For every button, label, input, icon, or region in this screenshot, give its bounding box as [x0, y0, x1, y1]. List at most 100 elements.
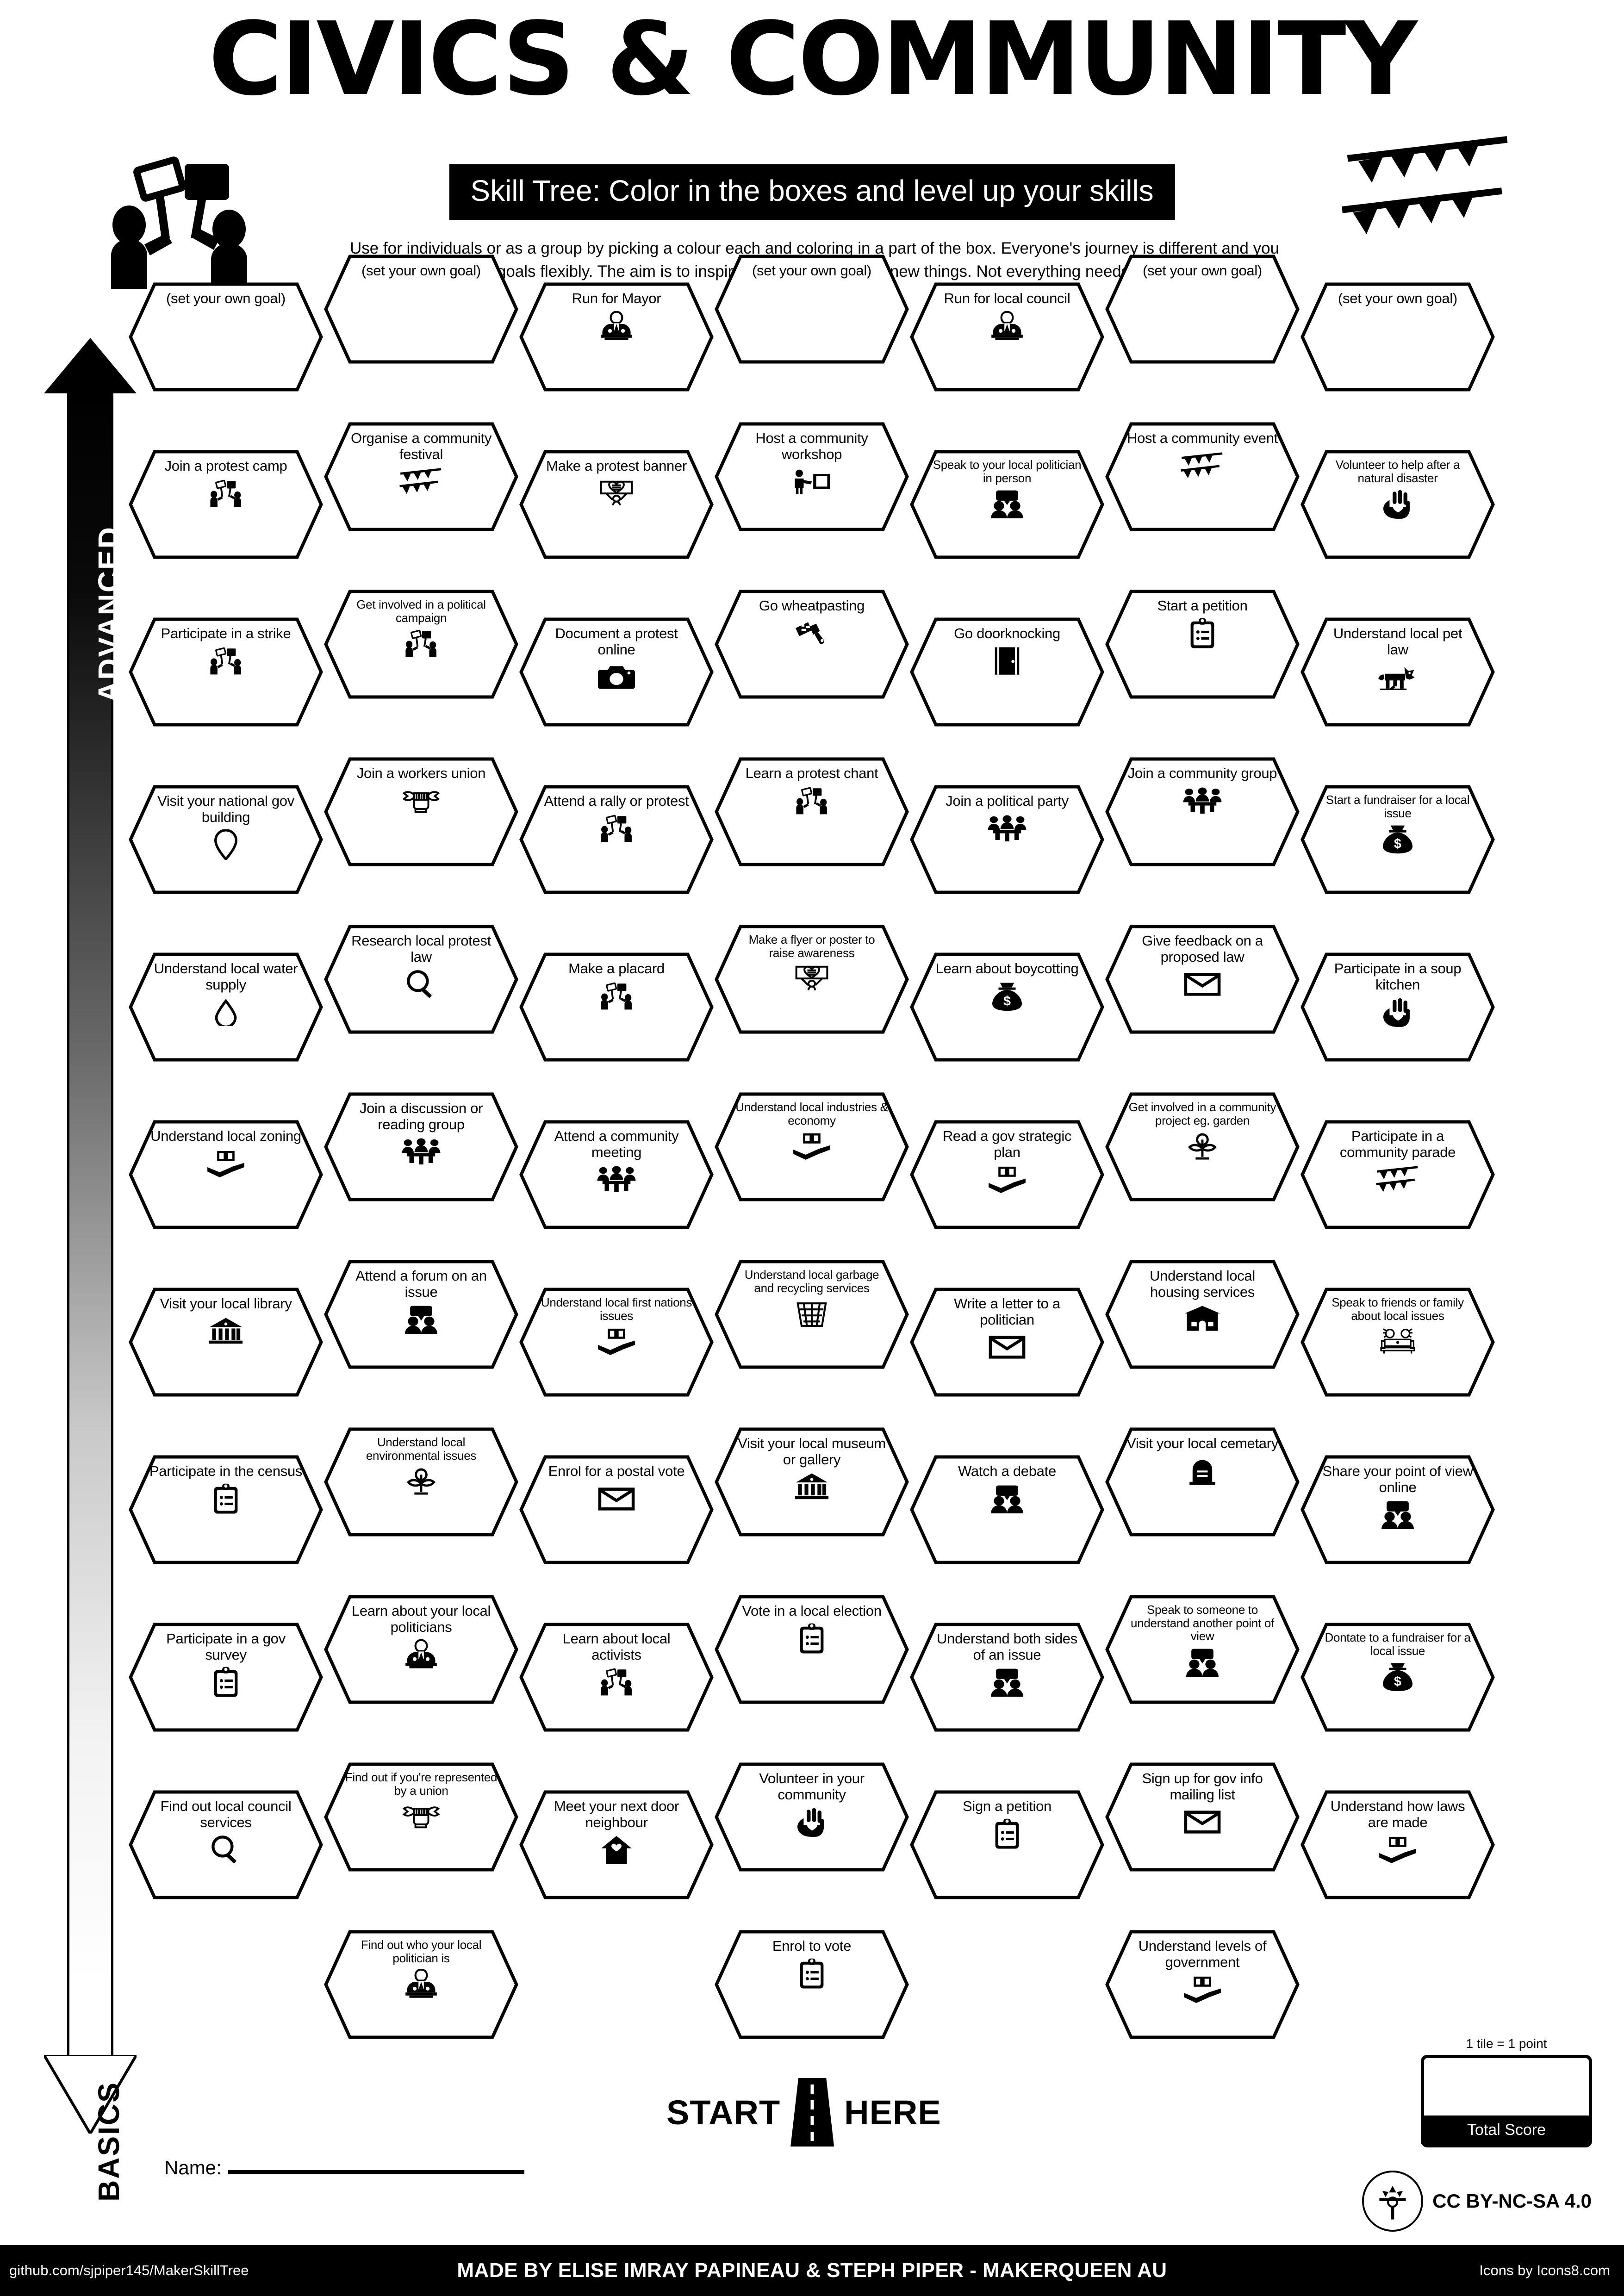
skill-tile[interactable]: Visit your local museum or gallery [715, 1427, 909, 1537]
skill-tile[interactable]: Understand levels of government [1105, 1930, 1300, 2039]
skill-tile[interactable]: Participate in a strike [129, 617, 323, 727]
skill-tile[interactable]: Write a letter to a politician [910, 1288, 1104, 1397]
door-icon [992, 645, 1022, 678]
skill-tile-label: Find out local council services [160, 1798, 292, 1830]
skill-tile[interactable]: Understand local water supply [129, 952, 323, 1062]
skill-tile[interactable]: Attend a forum on an issue [324, 1260, 518, 1369]
skill-tile[interactable]: Understand how laws are made [1300, 1790, 1495, 1899]
skill-tile[interactable]: (set your own goal) [324, 255, 518, 364]
skill-tile[interactable]: Participate in a soup kitchen [1300, 952, 1495, 1062]
skill-tile-label: Learn a protest chant [745, 765, 878, 781]
skill-tile[interactable]: Understand local pet law [1300, 617, 1495, 727]
skill-tile[interactable]: Go wheatpasting [715, 590, 909, 699]
skill-tile[interactable]: (set your own goal) [1105, 255, 1300, 364]
protest-icon [598, 980, 635, 1013]
total-score-box[interactable]: Total Score [1421, 2055, 1592, 2147]
skill-tile[interactable]: Understand local environmental issues [324, 1427, 518, 1537]
skill-tile[interactable]: Vote in a local election [715, 1595, 909, 1704]
magnifier-icon [406, 968, 436, 1001]
skill-tile[interactable]: (set your own goal) [129, 282, 323, 392]
skill-tile[interactable]: Join a discussion or reading group [324, 1092, 518, 1201]
skill-tile[interactable]: Organise a community festival [324, 422, 518, 531]
sofa-chat-icon [1377, 1325, 1418, 1358]
skill-tile[interactable]: Give feedback on a proposed law [1105, 925, 1300, 1034]
skill-tile-label: Participate in a soup kitchen [1334, 960, 1462, 993]
skill-tile[interactable]: Find out who your local politician is [324, 1930, 518, 2039]
skill-tile-label: Write a letter to a politician [954, 1295, 1060, 1328]
skill-tile[interactable]: Volunteer to help after a natural disast… [1300, 450, 1495, 559]
skill-tile[interactable]: Join a community group [1105, 757, 1300, 866]
paintbrush-icon [793, 617, 831, 650]
skill-tile[interactable]: Speak to someone to understand another p… [1105, 1595, 1300, 1704]
skill-tile[interactable]: Join a protest camp [129, 450, 323, 559]
plant-icon [1184, 1130, 1220, 1163]
skill-tile[interactable]: Sign a petition [910, 1790, 1104, 1899]
skill-tile[interactable]: Attend a rally or protest [519, 785, 714, 894]
footer-icon-credit[interactable]: Icons by Icons8.com [1479, 2262, 1610, 2278]
plant-icon [403, 1465, 439, 1498]
skill-tile[interactable]: Volunteer in your community [715, 1762, 909, 1872]
name-input-line[interactable] [228, 2170, 524, 2174]
skill-tile[interactable]: Speak to friends or family about local i… [1300, 1288, 1495, 1397]
skill-tile[interactable]: Visit your national gov building [129, 785, 323, 894]
skill-tile-label: Sign a petition [963, 1798, 1052, 1814]
skill-tile[interactable]: Start a fundraiser for a local issue $ [1300, 785, 1495, 894]
skill-tile[interactable]: Understand both sides of an issue [910, 1623, 1104, 1732]
skill-tile[interactable]: Meet your next door neighbour [519, 1790, 714, 1899]
skill-tile[interactable]: Make a flyer or poster to raise awarenes… [715, 925, 909, 1034]
skill-tile[interactable]: Learn about your local politicians [324, 1595, 518, 1704]
skill-tile[interactable]: Understand local industries & economy [715, 1092, 909, 1201]
skill-tile[interactable]: Document a protest online [519, 617, 714, 727]
skill-tile[interactable]: Learn about local activists [519, 1623, 714, 1732]
skill-tile[interactable]: (set your own goal) [715, 255, 909, 364]
skill-tile[interactable]: Make a placard [519, 952, 714, 1062]
skill-tile[interactable]: Participate in a gov survey [129, 1623, 323, 1732]
skill-tile[interactable]: Learn about boycotting $ [910, 952, 1104, 1062]
skill-tile[interactable]: Go doorknocking [910, 617, 1104, 727]
skill-tile[interactable]: Visit your local cemetary [1105, 1427, 1300, 1537]
skill-tile[interactable]: Enrol for a postal vote [519, 1455, 714, 1564]
skill-tile[interactable]: Join a workers union [324, 757, 518, 866]
dog-icon [1378, 660, 1417, 694]
skill-tile[interactable]: Understand local housing services [1105, 1260, 1300, 1369]
skill-tile[interactable]: Speak to your local politician in person [910, 450, 1104, 559]
skill-tile[interactable]: Share your point of view online [1300, 1455, 1495, 1564]
skill-tile[interactable]: Start a petition [1105, 590, 1300, 699]
skill-tile[interactable]: Find out if you're represented by a unio… [324, 1762, 518, 1872]
footer-repo-link[interactable]: github.com/sjpiper145/MakerSkillTree [9, 2262, 249, 2278]
bunting-icon [399, 465, 443, 498]
skill-tile[interactable]: Understand local zoning [129, 1120, 323, 1229]
skill-tile-label: Vote in a local election [742, 1603, 882, 1619]
skill-tile-label: Start a petition [1157, 597, 1248, 614]
skill-tile[interactable]: Host a community event [1105, 422, 1300, 531]
skill-tile[interactable]: Run for local council [910, 282, 1104, 392]
skill-tile[interactable]: Join a political party [910, 785, 1104, 894]
skill-tile-label: Document a protest online [555, 625, 678, 658]
clipboard-icon [797, 1622, 826, 1655]
skill-tile[interactable]: Make a protest banner [519, 450, 714, 559]
skill-tile[interactable]: Get involved in a political campaign [324, 590, 518, 699]
skill-tile[interactable]: Get involved in a community project eg. … [1105, 1092, 1300, 1201]
skill-tile[interactable]: Research local protest law [324, 925, 518, 1034]
skill-tile[interactable]: (set your own goal) [1300, 282, 1495, 392]
skill-tile[interactable]: Sign up for gov info mailing list [1105, 1762, 1300, 1872]
skill-tile[interactable]: Dontate to a fundraiser for a local issu… [1300, 1623, 1495, 1732]
podium-icon [989, 310, 1025, 343]
podium-icon [404, 1638, 439, 1671]
skill-tile[interactable]: Run for Mayor [519, 282, 714, 392]
skill-tile[interactable]: Watch a debate [910, 1455, 1104, 1564]
bunting-icon [1180, 449, 1225, 483]
skill-tile[interactable]: Understand local garbage and recycling s… [715, 1260, 909, 1369]
axis-arrow-tail [44, 2055, 137, 2134]
skill-tile[interactable]: Learn a protest chant [715, 757, 909, 866]
skill-tile[interactable]: Read a gov strategic plan [910, 1120, 1104, 1229]
name-field[interactable]: Name: [164, 2157, 524, 2179]
skill-tile[interactable]: Host a community workshop [715, 422, 909, 531]
skill-tile[interactable]: Participate in the census [129, 1455, 323, 1564]
skill-tile[interactable]: Understand local first nations issues [519, 1288, 714, 1397]
skill-tile[interactable]: Visit your local library [129, 1288, 323, 1397]
skill-tile[interactable]: Participate in a community parade [1300, 1120, 1495, 1229]
skill-tile[interactable]: Find out local council services [129, 1790, 323, 1899]
skill-tile[interactable]: Enrol to vote [715, 1930, 909, 2039]
skill-tile[interactable]: Attend a community meeting [519, 1120, 714, 1229]
